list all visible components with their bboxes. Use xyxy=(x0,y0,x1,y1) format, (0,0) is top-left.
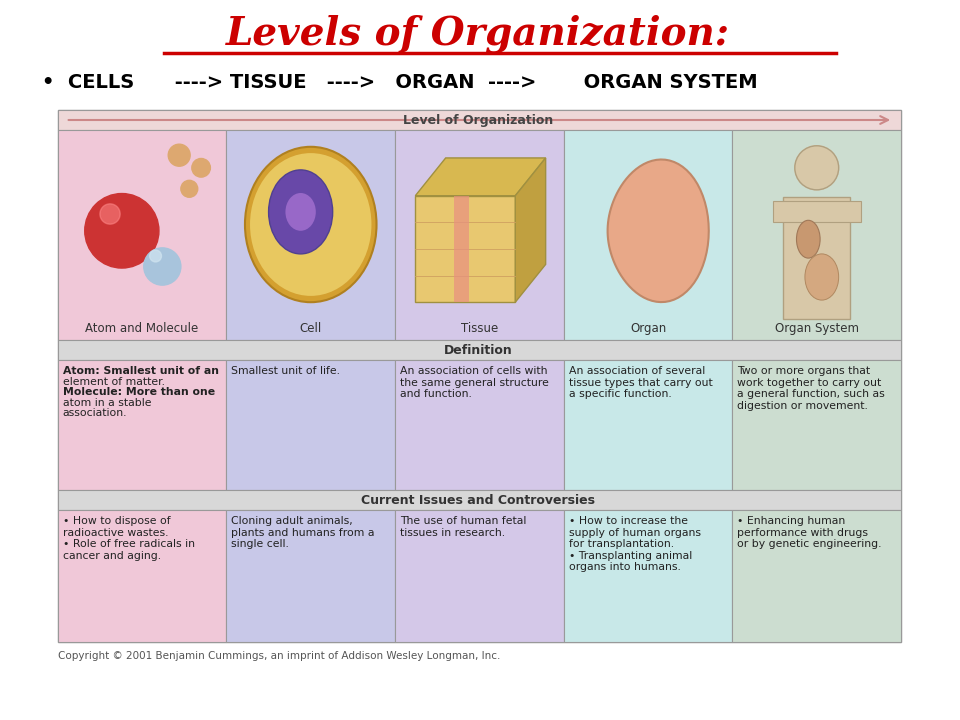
Bar xyxy=(773,202,860,222)
Bar xyxy=(396,510,564,642)
Text: Definition: Definition xyxy=(444,343,513,356)
Bar xyxy=(227,360,396,490)
Circle shape xyxy=(84,194,159,268)
Ellipse shape xyxy=(797,220,820,258)
Ellipse shape xyxy=(804,254,839,300)
Circle shape xyxy=(168,144,190,166)
Bar xyxy=(58,110,901,130)
Bar xyxy=(396,360,564,490)
Bar xyxy=(564,510,732,642)
Bar xyxy=(416,196,516,302)
Text: • Enhancing human
performance with drugs
or by genetic engineering.: • Enhancing human performance with drugs… xyxy=(737,516,882,549)
Text: Copyright © 2001 Benjamin Cummings, an imprint of Addison Wesley Longman, Inc.: Copyright © 2001 Benjamin Cummings, an i… xyxy=(58,651,500,661)
Text: Current Issues and Controversies: Current Issues and Controversies xyxy=(361,493,595,506)
Ellipse shape xyxy=(250,153,372,296)
Text: Organ: Organ xyxy=(630,322,666,335)
Text: Tissue: Tissue xyxy=(461,322,498,335)
Bar xyxy=(58,490,901,510)
Circle shape xyxy=(144,248,180,285)
Polygon shape xyxy=(416,158,545,196)
Text: Level of Organization: Level of Organization xyxy=(403,114,553,127)
Polygon shape xyxy=(608,160,708,302)
Bar xyxy=(58,130,227,340)
Bar xyxy=(564,130,732,340)
Bar xyxy=(564,360,732,490)
Circle shape xyxy=(100,204,120,224)
Ellipse shape xyxy=(269,170,333,254)
Bar xyxy=(227,510,396,642)
Circle shape xyxy=(192,158,210,177)
Text: Cloning adult animals,
plants and humans from a
single cell.: Cloning adult animals, plants and humans… xyxy=(231,516,375,549)
Text: The use of human fetal
tissues in research.: The use of human fetal tissues in resear… xyxy=(400,516,526,538)
Ellipse shape xyxy=(285,193,316,231)
Circle shape xyxy=(150,250,161,262)
Bar xyxy=(227,130,396,340)
Text: element of matter.: element of matter. xyxy=(62,377,165,387)
Ellipse shape xyxy=(245,147,376,302)
Bar xyxy=(58,340,901,360)
Circle shape xyxy=(795,145,839,190)
Bar xyxy=(783,197,851,319)
Bar xyxy=(732,510,901,642)
Bar xyxy=(732,130,901,340)
Bar xyxy=(58,360,227,490)
Bar xyxy=(454,196,469,302)
Text: association.: association. xyxy=(62,408,128,418)
Text: •  CELLS      ----> TISSUE   ---->   ORGAN  ---->       ORGAN SYSTEM: • CELLS ----> TISSUE ----> ORGAN ----> O… xyxy=(42,73,757,91)
Text: Two or more organs that
work together to carry out
a general function, such as
d: Two or more organs that work together to… xyxy=(737,366,885,411)
Bar xyxy=(58,510,227,642)
Circle shape xyxy=(180,180,198,197)
Text: Molecule: More than one: Molecule: More than one xyxy=(62,387,215,397)
Text: Cell: Cell xyxy=(300,322,322,335)
Bar xyxy=(58,110,901,642)
Text: Levels of Organization:: Levels of Organization: xyxy=(226,14,730,53)
Polygon shape xyxy=(516,158,545,302)
Text: An association of cells with
the same general structure
and function.: An association of cells with the same ge… xyxy=(400,366,549,399)
Text: Organ System: Organ System xyxy=(775,322,859,335)
Bar xyxy=(732,360,901,490)
Text: Atom and Molecule: Atom and Molecule xyxy=(85,322,199,335)
Text: Smallest unit of life.: Smallest unit of life. xyxy=(231,366,341,376)
Text: Atom: Smallest unit of an: Atom: Smallest unit of an xyxy=(62,366,219,376)
Text: • How to dispose of
radioactive wastes.
• Role of free radicals in
cancer and ag: • How to dispose of radioactive wastes. … xyxy=(62,516,195,561)
Bar xyxy=(396,130,564,340)
Text: • How to increase the
supply of human organs
for transplantation.
• Transplantin: • How to increase the supply of human or… xyxy=(568,516,701,572)
Text: An association of several
tissue types that carry out
a specific function.: An association of several tissue types t… xyxy=(568,366,712,399)
Text: atom in a stable: atom in a stable xyxy=(62,397,152,408)
